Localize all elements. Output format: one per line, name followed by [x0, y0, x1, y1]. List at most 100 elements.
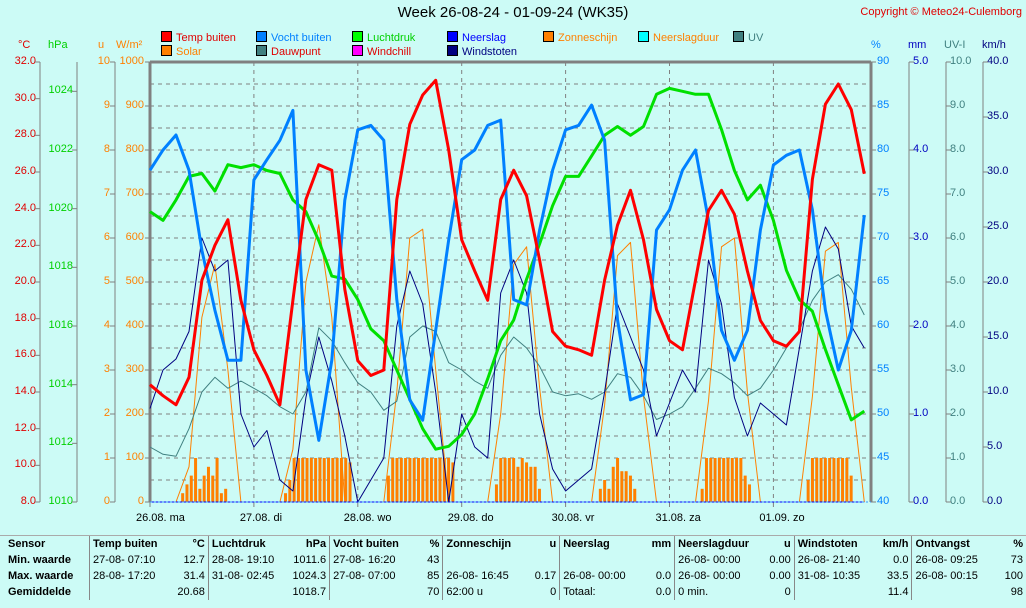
sunshine-bar — [499, 458, 503, 502]
stats-header-cell: Luchtdruk — [207, 536, 289, 552]
axis-tick-label: 3.0 — [913, 231, 929, 243]
stats-cell: 1024.3 — [292, 570, 327, 582]
sunshine-bar — [198, 488, 202, 502]
sunshine-bar — [305, 458, 309, 502]
axis-tick-label: 15.0 — [987, 330, 1009, 342]
axis-tick-label: 10.0 — [987, 385, 1009, 397]
axis-tick-label: 0 — [103, 495, 110, 507]
axis-tick-label: 2 — [103, 407, 110, 419]
sunshine-bar — [284, 493, 288, 502]
legend-label: Temp buiten — [176, 32, 236, 44]
legend-label: Vocht buiten — [271, 32, 332, 44]
sunshine-bar — [447, 458, 451, 502]
sunshine-bar — [628, 475, 632, 502]
sunshine-bar — [832, 458, 836, 502]
stats-cell: 98 — [1010, 586, 1023, 598]
stats-header-cell: % — [1013, 538, 1023, 550]
sunshine-bar — [494, 484, 498, 502]
stats-cell: 26-08- 00:15 — [911, 568, 993, 584]
axis-tick-label: 28.0 — [14, 128, 36, 141]
axis-tick-label: 1022 — [48, 143, 73, 155]
axis-tick-label: 8.0 — [20, 495, 36, 507]
sunshine-bar — [607, 488, 611, 502]
legend-label: Neerslagduur — [653, 32, 720, 44]
stats-cell: 28-08- 19:10 — [207, 552, 289, 568]
stats-header-cell: mm — [651, 538, 672, 550]
axis-tick-label: 65 — [877, 275, 890, 287]
stats-header-cell: Ontvangst — [911, 536, 993, 552]
stats-cell: 26-08- 21:40 — [793, 552, 876, 568]
axis-tick-label: 35.0 — [987, 110, 1009, 122]
legend-item: Luchtdruk — [352, 31, 415, 44]
stats-cell — [442, 552, 528, 568]
axis-tick-label: 14.0 — [14, 385, 36, 397]
axis-unit-pressure: hPa — [48, 39, 68, 51]
axis-tick-label: 6 — [103, 231, 110, 243]
sunshine-bar — [206, 466, 210, 502]
sunshine-bar — [810, 458, 814, 502]
sunshine-bar — [633, 488, 637, 502]
stats-cell: 31-08- 02:45 — [207, 568, 289, 584]
axis-tick-label: 1012 — [48, 436, 73, 449]
axis-tick-label: 80 — [877, 143, 890, 155]
axis-tick-label: 60 — [877, 319, 890, 331]
sunshine-bar — [425, 458, 429, 502]
axis-tick-label: 1.0 — [913, 407, 929, 419]
axis-tick-label: 85 — [877, 99, 890, 111]
stats-header-cell: % — [429, 538, 440, 550]
axis-tick-label: 0.0 — [987, 495, 1003, 507]
sunshine-bar — [823, 458, 827, 502]
sunshine-bar — [512, 458, 516, 502]
stats-cell: 26-08- 09:25 — [911, 552, 993, 568]
legend-item: UV — [733, 31, 763, 44]
axis-tick-label: 400 — [125, 319, 144, 331]
sunshine-bar — [828, 458, 832, 502]
sunshine-bar — [181, 493, 185, 502]
sunshine-bar — [219, 493, 223, 502]
stats-cell: 26-08- 00:00 — [674, 552, 760, 568]
stats-header-cell: Neerslagduur — [674, 536, 760, 552]
sunshine-bar — [451, 462, 455, 502]
axis-unit-solar: W/m² — [116, 39, 143, 51]
stats-cell: 31.4 — [183, 570, 205, 582]
stats-row-label: Gemiddelde — [8, 586, 71, 598]
x-tick-label: 28.08. wo — [344, 512, 392, 524]
axis-tick-label: 30.0 — [987, 165, 1009, 177]
axis-tick-label: 2.0 — [913, 319, 929, 331]
axis-tick-label: 500 — [125, 275, 144, 287]
x-tick-label: 30.08. vr — [552, 512, 595, 524]
legend-item: Neerslag — [447, 31, 506, 44]
sunshine-bar — [185, 484, 189, 502]
stats-row-label: Max. waarde — [8, 570, 74, 582]
axis-tick-label: 2.0 — [950, 407, 966, 419]
sunshine-bar — [416, 458, 420, 502]
stats-header-cell: u — [549, 538, 557, 550]
axis-tick-label: 1016 — [48, 319, 73, 331]
axis-tick-label: 300 — [125, 363, 144, 375]
sunshine-bar — [296, 458, 300, 502]
axis-tick-label: 0.0 — [913, 495, 929, 507]
axis-tick-label: 1010 — [48, 495, 73, 507]
sunshine-bar — [339, 458, 343, 502]
stats-header-row: Sensor Temp buiten °C Luchtdruk hPa Vocht bui… — [0, 536, 1026, 552]
sunshine-bar — [743, 475, 747, 502]
sunshine-bar — [616, 458, 620, 502]
legend-swatch-icon — [161, 45, 172, 56]
sunshine-bar — [806, 480, 810, 502]
axis-tick-label: 900 — [125, 99, 144, 111]
axis-tick-label: 8.0 — [950, 143, 966, 155]
axis-tick-label: 200 — [125, 407, 144, 419]
chart-title: Week 26-08-24 - 01-09-24 (WK35) — [397, 4, 629, 21]
legend-label: UV — [748, 32, 764, 44]
sunshine-bar — [429, 458, 433, 502]
sunshine-bar — [288, 480, 292, 502]
sunshine-bar — [327, 458, 331, 502]
sunshine-bar — [434, 458, 438, 502]
stats-cell: 27-08- 07:10 — [88, 552, 170, 568]
stats-cell: 11.4 — [887, 586, 909, 598]
sunshine-bar — [314, 458, 318, 502]
sunshine-bar — [516, 466, 520, 502]
sunshine-bar — [348, 462, 352, 502]
axis-tick-label: 9.0 — [950, 99, 966, 111]
stats-cell: 0.0 — [893, 554, 909, 566]
